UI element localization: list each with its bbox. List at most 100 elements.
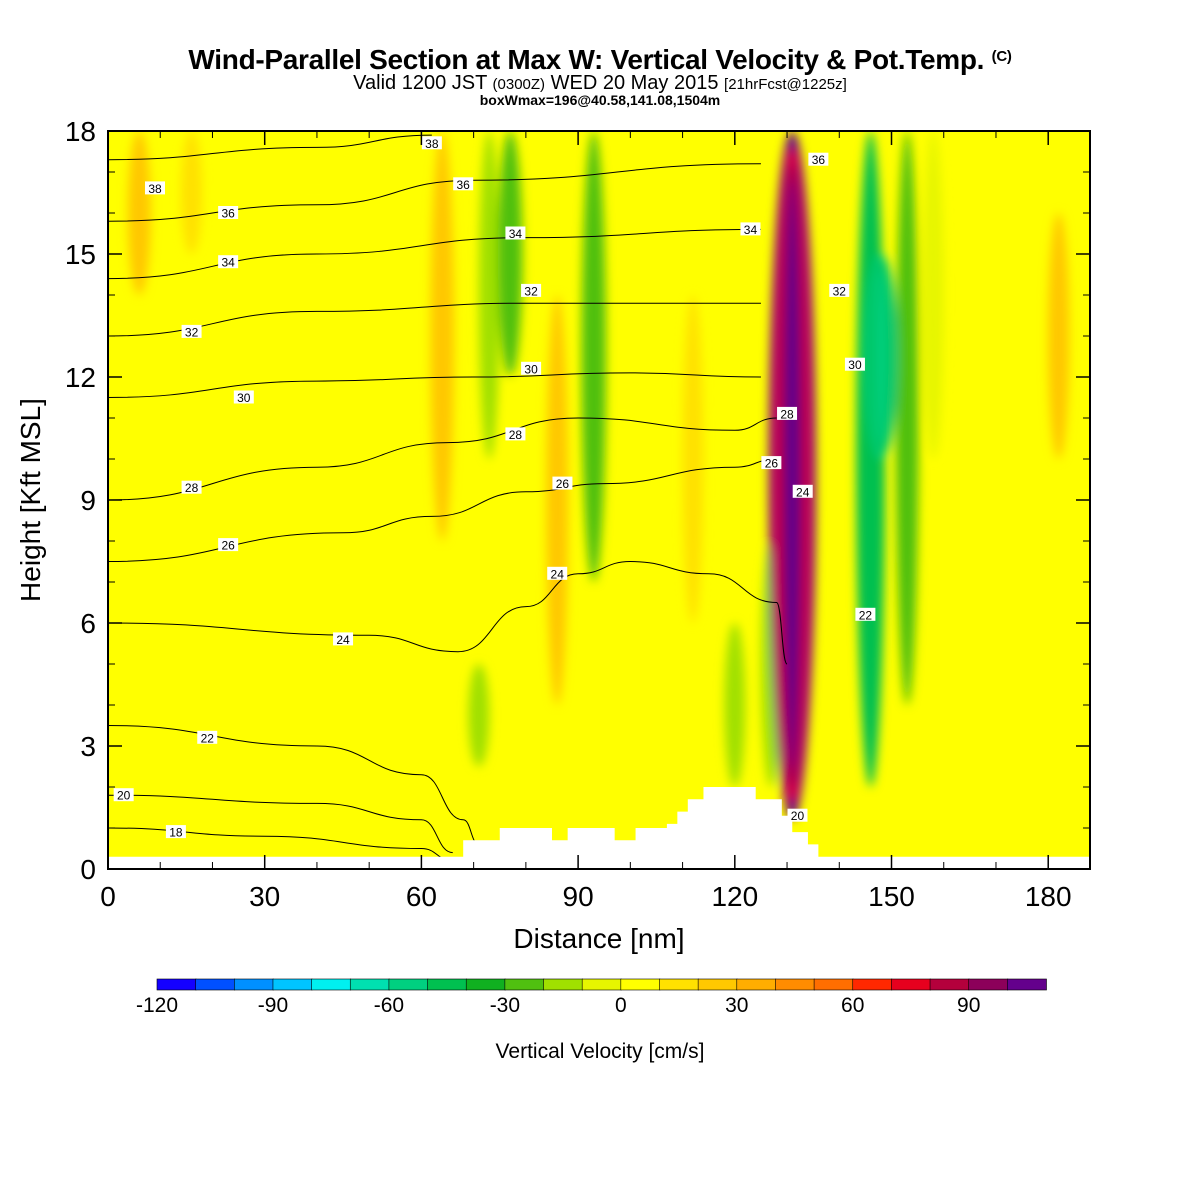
colorbar-swatch bbox=[504, 978, 545, 991]
contour-label: 32 bbox=[524, 284, 538, 298]
contour-label-box bbox=[547, 566, 568, 580]
contour-label: 26 bbox=[221, 539, 235, 553]
contour-label-box bbox=[792, 484, 813, 498]
contour-label-box bbox=[453, 177, 474, 191]
contour-label-box bbox=[333, 632, 354, 646]
terrain bbox=[108, 787, 1090, 869]
colorbar-label: Vertical Velocity [cm/s] bbox=[496, 1040, 705, 1063]
theta-contour-38 bbox=[108, 134, 432, 161]
velocity-cell bbox=[546, 295, 569, 705]
contour-label-box bbox=[777, 406, 798, 420]
contour-label-box bbox=[145, 181, 166, 195]
y-axis-label: Height [Kft MSL] bbox=[15, 398, 46, 602]
colorbar-swatch bbox=[465, 978, 506, 991]
velocity-cell bbox=[430, 131, 455, 541]
velocity-core bbox=[874, 266, 888, 447]
contour-label-box bbox=[233, 390, 254, 404]
x-tick-label: 60 bbox=[406, 881, 437, 912]
x-axis-label: Distance [nm] bbox=[513, 923, 684, 954]
theta-contour-32 bbox=[108, 302, 761, 337]
colorbar: -120 -90 -60 -30 0 30 60 90 bbox=[136, 978, 1047, 1017]
contour-label-box bbox=[829, 283, 850, 297]
velocity-core bbox=[503, 142, 517, 366]
contour-label-box bbox=[521, 361, 542, 375]
contour-label-box bbox=[521, 283, 542, 297]
velocity-fields bbox=[127, 131, 1070, 820]
colorbar-swatch bbox=[697, 978, 738, 991]
theta-contour-26 bbox=[108, 458, 777, 562]
contour-label-box bbox=[181, 480, 202, 494]
contour-label-box bbox=[761, 456, 782, 470]
contour-label-box bbox=[197, 730, 218, 744]
contour-label-box bbox=[505, 226, 526, 240]
contour-label: 24 bbox=[796, 485, 810, 499]
colorbar-swatch bbox=[234, 978, 274, 991]
contour-label: 34 bbox=[509, 227, 523, 241]
contour-label: 22 bbox=[201, 731, 215, 745]
contour-label: 34 bbox=[221, 256, 235, 270]
theta-contour-28 bbox=[108, 417, 777, 501]
contour-label: 24 bbox=[336, 633, 350, 647]
contour-label: 18 bbox=[169, 826, 183, 840]
velocity-core bbox=[587, 151, 601, 562]
contour-label: 38 bbox=[148, 182, 162, 196]
colorbar-tick-label: 30 bbox=[725, 994, 748, 1017]
y-tick-label: 18 bbox=[65, 116, 96, 147]
velocity-cell bbox=[181, 131, 203, 254]
x-tick-label: 30 bbox=[249, 881, 280, 912]
contour-label: 22 bbox=[859, 608, 873, 622]
contour-label: 30 bbox=[237, 391, 251, 405]
contour-label: 28 bbox=[780, 407, 794, 421]
contour-label: 24 bbox=[551, 567, 565, 581]
colorbar-swatch bbox=[813, 978, 854, 991]
chart-subtitle: Valid 1200 JST (0300Z) WED 20 May 2015 [… bbox=[353, 72, 847, 94]
velocity-cell bbox=[895, 131, 919, 705]
contour-label-box bbox=[165, 825, 186, 839]
contour-label: 38 bbox=[425, 137, 439, 151]
colorbar-swatch bbox=[388, 978, 429, 991]
contour-label-box bbox=[808, 152, 829, 166]
contour-label-box bbox=[844, 357, 865, 371]
colorbar-swatch bbox=[736, 978, 777, 991]
contour-labels: 38 38 36 36 36 34 34 34 32 32 32 30 30 30 28 28 28 26 26 26… bbox=[113, 136, 876, 840]
contour-label: 30 bbox=[524, 362, 538, 376]
velocity-cell bbox=[724, 623, 746, 787]
y-tick-label: 12 bbox=[65, 362, 96, 393]
velocity-cell bbox=[922, 131, 944, 459]
colorbar-swatch bbox=[775, 978, 815, 991]
colorbar-swatch bbox=[659, 978, 699, 991]
chart-title: Wind-Parallel Section at Max W: Vertical… bbox=[188, 44, 1012, 75]
contour-label: 26 bbox=[765, 457, 779, 471]
colorbar-swatch bbox=[195, 978, 236, 991]
contour-label-box bbox=[218, 538, 239, 552]
colorbar-swatch bbox=[620, 978, 661, 991]
contour-label-box bbox=[740, 222, 761, 236]
y-tick-label: 6 bbox=[80, 608, 96, 639]
max-velocity-info: boxWmax=196@40.58,141.08,1504m bbox=[479, 92, 721, 108]
colorbar-tick-label: -120 bbox=[136, 994, 178, 1017]
colorbar-swatch bbox=[968, 978, 1009, 991]
x-tick-label: 150 bbox=[868, 881, 915, 912]
contour-label: 28 bbox=[509, 428, 523, 442]
x-axis: 0 30 60 90 120 150 180 bbox=[100, 131, 1072, 912]
contour-label-box bbox=[421, 136, 442, 150]
colorbar-swatch bbox=[1007, 978, 1047, 991]
colorbar-tick-label: -30 bbox=[490, 994, 520, 1017]
contour-label-box bbox=[113, 788, 134, 802]
x-tick-label: 180 bbox=[1025, 881, 1072, 912]
contour-label-box bbox=[218, 206, 239, 219]
x-tick-label: 120 bbox=[711, 881, 758, 912]
theta-contour-34 bbox=[108, 228, 761, 280]
contour-label: 36 bbox=[221, 207, 235, 221]
contour-label: 30 bbox=[848, 358, 862, 372]
velocity-cell bbox=[468, 664, 490, 767]
colorbar-swatch bbox=[311, 978, 352, 991]
contour-label: 34 bbox=[744, 223, 758, 237]
velocity-cell bbox=[504, 377, 526, 623]
colorbar-swatch bbox=[852, 978, 893, 991]
contour-label: 36 bbox=[457, 178, 471, 192]
y-tick-label: 3 bbox=[80, 731, 96, 762]
velocity-cell bbox=[682, 295, 704, 623]
velocity-cell bbox=[1047, 213, 1070, 459]
